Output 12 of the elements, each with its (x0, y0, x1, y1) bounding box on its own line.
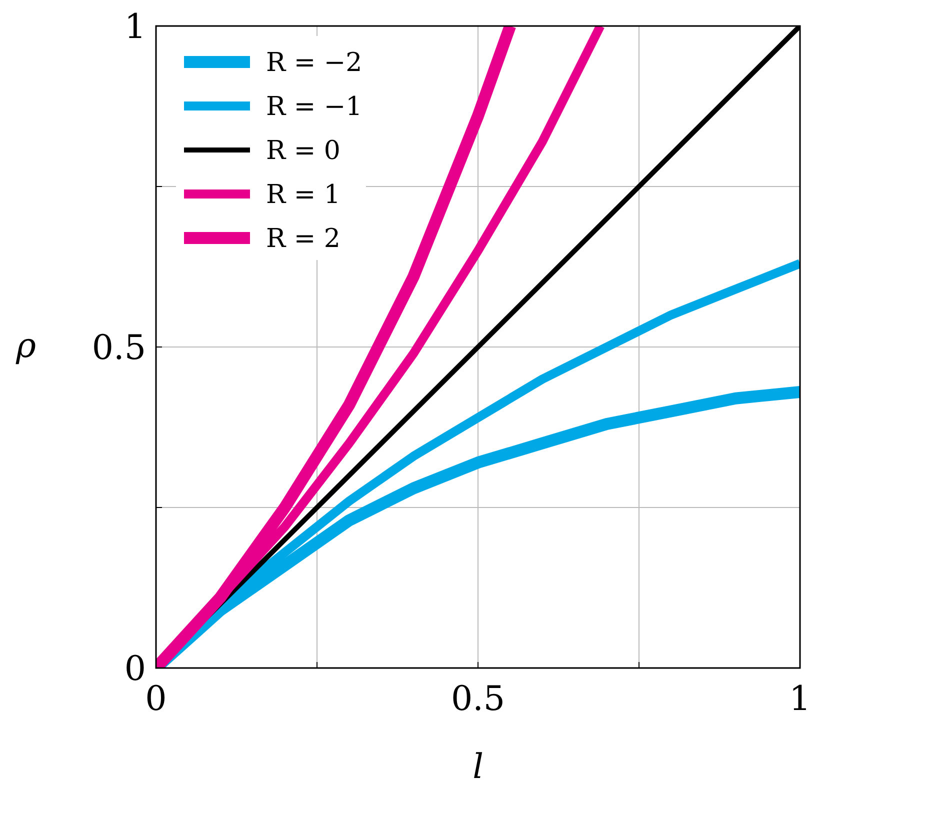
legend-label: R = 0 (266, 136, 340, 166)
x-tick-label: 1 (789, 679, 811, 719)
y-axis-title: ρ (15, 326, 36, 366)
legend-label: R = −1 (266, 92, 362, 122)
x-axis-title: l (472, 747, 484, 787)
legend-label: R = 2 (266, 224, 340, 254)
legend-label: R = −2 (266, 48, 362, 78)
y-tick-label: 1 (124, 7, 146, 47)
y-tick-label: 0.5 (92, 328, 146, 368)
legend-label: R = 1 (266, 180, 340, 210)
y-tick-label: 0 (124, 649, 146, 689)
x-tick-label: 0.5 (450, 679, 506, 719)
